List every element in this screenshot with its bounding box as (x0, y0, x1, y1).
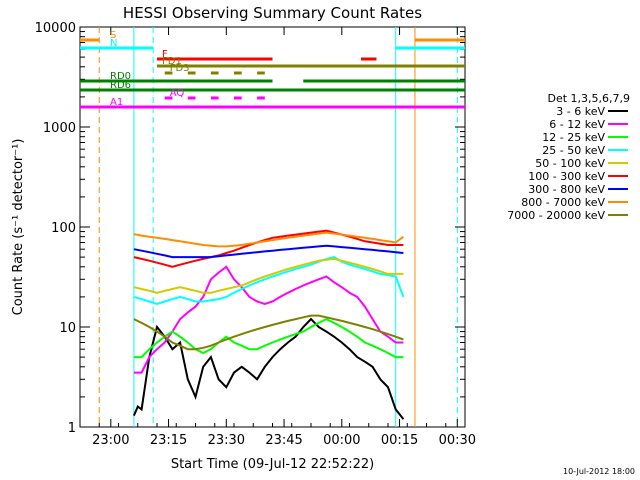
x-axis-label: Start Time (09-Jul-12 22:52:22) (171, 457, 374, 472)
y-tick-label: 10000 (35, 21, 76, 36)
flag-bar-label: S (110, 30, 116, 41)
series-line (133, 257, 404, 294)
x-tick-label: 00:15 (381, 433, 418, 448)
flag-bar-label: N (110, 38, 117, 49)
y-tick-label: 1000 (43, 121, 76, 136)
flag-bar-label: F (162, 49, 168, 60)
legend-entry-label: 25 - 50 keV (542, 144, 605, 157)
y-tick-label: 10 (59, 321, 76, 336)
footer-date: 10-Jul-2012 18:00 (563, 467, 635, 476)
plot-frame (79, 26, 466, 428)
y-axis-label: Count Rate (s⁻¹ detector⁻¹) (11, 139, 26, 316)
x-tick-label: 00:30 (439, 433, 476, 448)
y-tick-label: 1 (68, 421, 76, 436)
flag-bar-label: A1 (110, 97, 123, 108)
legend-entry-label: 7000 - 20000 keV (507, 209, 605, 222)
chart-title: HESSI Observing Summary Count Rates (123, 4, 422, 22)
x-tick-label: 23:00 (92, 433, 129, 448)
legend-title: Det 1,3,5,6,7,9 (547, 92, 630, 105)
x-tick-label: 00:00 (323, 433, 360, 448)
x-tick-label: 23:15 (150, 433, 187, 448)
series-line (133, 317, 404, 359)
legend-entry-label: 12 - 25 keV (542, 131, 605, 144)
y-tick-label: 100 (51, 221, 76, 236)
legend-entry-label: 6 - 12 keV (549, 118, 605, 131)
x-tick-label: 23:45 (265, 433, 302, 448)
series-line (133, 314, 404, 351)
flag-bar-label: RD6 (110, 80, 131, 91)
flag-bar-label: AQ (170, 88, 185, 99)
series-line (133, 231, 405, 248)
series-line (132, 317, 405, 420)
flag-bar-label: RD0 (110, 71, 131, 82)
x-tick-label: 23:30 (208, 433, 245, 448)
series-line (133, 265, 404, 374)
series-line (133, 244, 404, 259)
legend-entry-label: 100 - 300 keV (528, 170, 605, 183)
flag-bar-label: FD3 (170, 63, 190, 74)
legend-entry-label: 3 - 6 keV (556, 105, 605, 118)
flag-bar-label: FD1 (162, 56, 182, 67)
legend-entry-label: 50 - 100 keV (535, 157, 605, 170)
series-line (133, 256, 405, 306)
legend-entry-label: 800 - 7000 keV (521, 196, 605, 209)
series-line (133, 229, 404, 268)
legend-entry-label: 300 - 800 keV (528, 183, 605, 196)
